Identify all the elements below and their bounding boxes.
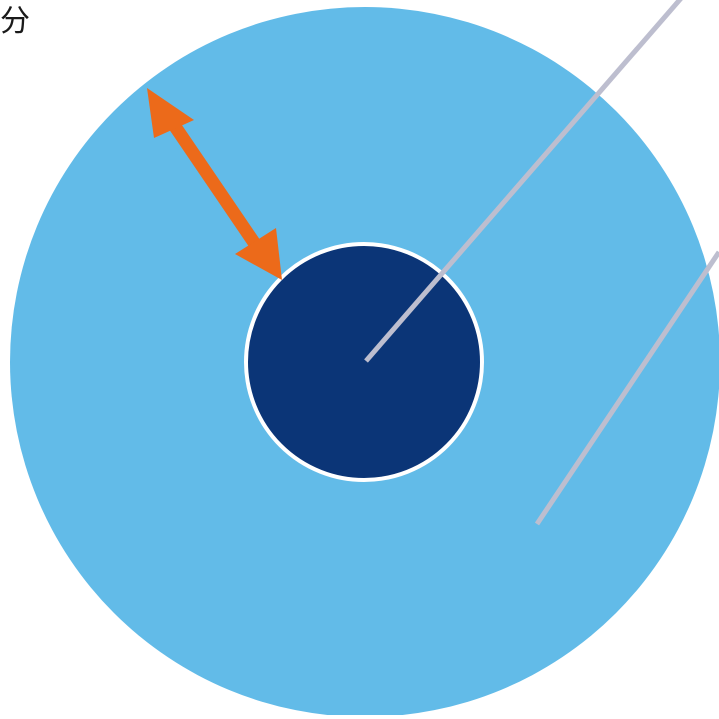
radius-line: [364, 0, 683, 363]
inner-circle: [244, 242, 484, 482]
double-arrow: [147, 88, 282, 280]
arrow-head-bottom: [235, 228, 282, 280]
outer-line: [534, 250, 719, 526]
arrow-head-top: [147, 88, 194, 138]
corner-label: 分: [0, 4, 30, 39]
arrow-shaft: [166, 118, 263, 251]
